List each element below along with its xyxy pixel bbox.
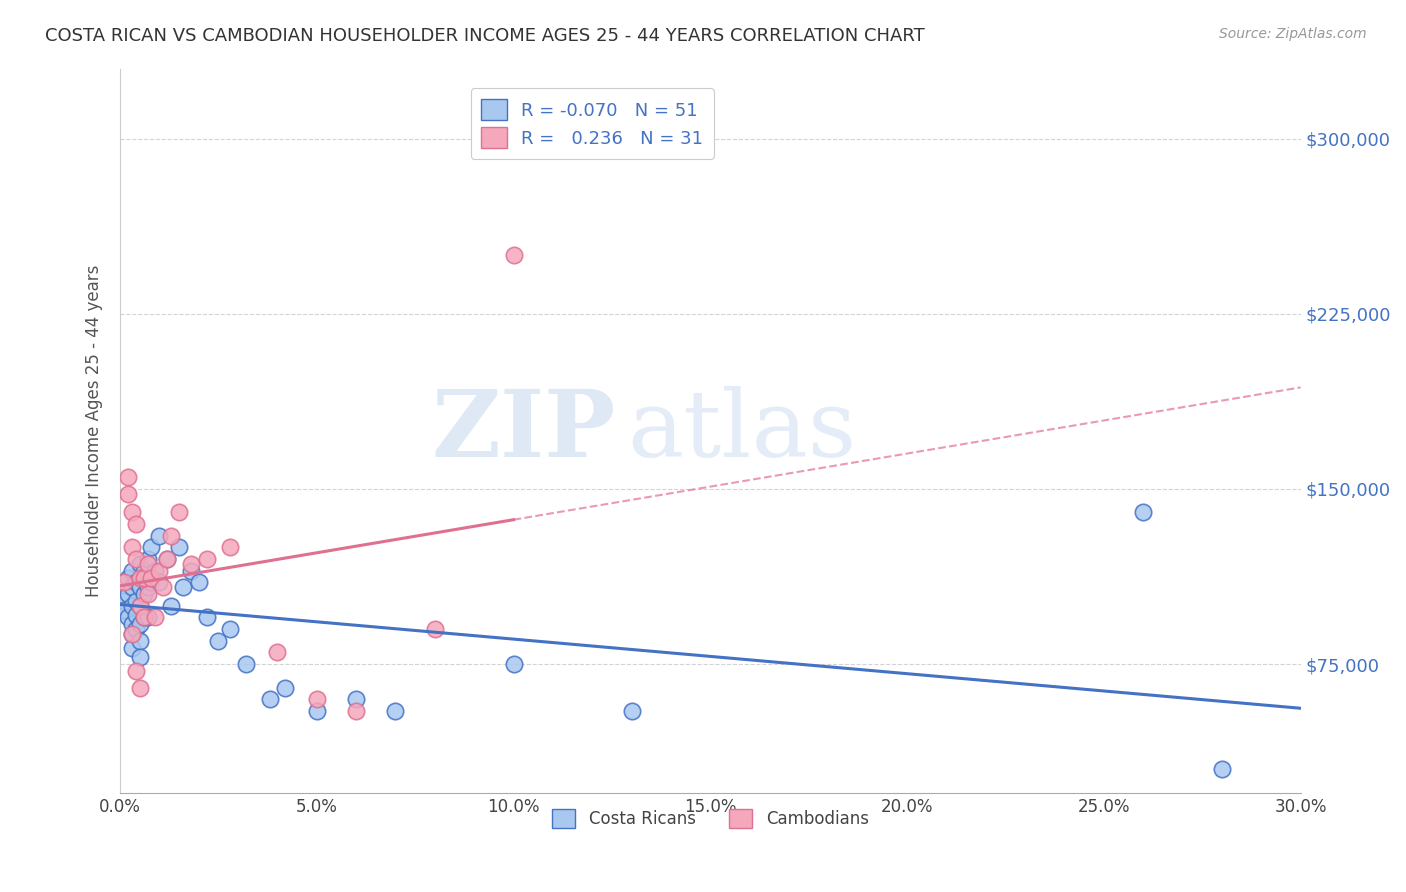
Point xyxy=(148,575,170,590)
Point xyxy=(160,599,183,613)
Point xyxy=(121,627,143,641)
Point xyxy=(620,704,643,718)
Point xyxy=(274,681,297,695)
Point xyxy=(128,557,150,571)
Point xyxy=(128,633,150,648)
Point xyxy=(195,552,218,566)
Point xyxy=(117,486,139,500)
Point xyxy=(156,552,179,566)
Point xyxy=(141,575,163,590)
Point xyxy=(121,541,143,555)
Point xyxy=(141,571,163,585)
Point xyxy=(125,608,148,623)
Point xyxy=(128,599,150,613)
Point xyxy=(136,552,159,566)
Point xyxy=(112,575,135,590)
Point xyxy=(117,610,139,624)
Point xyxy=(125,594,148,608)
Point xyxy=(219,622,242,636)
Point xyxy=(305,704,328,718)
Point xyxy=(128,681,150,695)
Point xyxy=(344,704,367,718)
Point xyxy=(1132,505,1154,519)
Point xyxy=(141,541,163,555)
Point xyxy=(180,557,202,571)
Point xyxy=(121,640,143,655)
Point xyxy=(136,610,159,624)
Point xyxy=(125,664,148,678)
Point xyxy=(172,580,194,594)
Point xyxy=(132,587,155,601)
Point xyxy=(305,692,328,706)
Point xyxy=(152,580,174,594)
Point xyxy=(121,627,143,641)
Point xyxy=(167,505,190,519)
Point xyxy=(502,248,524,262)
Point xyxy=(125,552,148,566)
Point xyxy=(136,580,159,594)
Point xyxy=(121,564,143,578)
Text: Source: ZipAtlas.com: Source: ZipAtlas.com xyxy=(1219,27,1367,41)
Point xyxy=(128,580,150,594)
Point xyxy=(117,571,139,585)
Point xyxy=(121,599,143,613)
Point xyxy=(167,541,190,555)
Point xyxy=(112,603,135,617)
Point xyxy=(344,692,367,706)
Point xyxy=(125,516,148,531)
Legend: Costa Ricans, Cambodians: Costa Ricans, Cambodians xyxy=(546,803,876,835)
Point xyxy=(121,617,143,632)
Point xyxy=(266,646,288,660)
Point xyxy=(219,541,242,555)
Point xyxy=(235,657,257,672)
Point xyxy=(156,552,179,566)
Point xyxy=(145,610,167,624)
Point xyxy=(112,594,135,608)
Point xyxy=(121,505,143,519)
Point xyxy=(160,529,183,543)
Point xyxy=(128,599,150,613)
Y-axis label: Householder Income Ages 25 - 44 years: Householder Income Ages 25 - 44 years xyxy=(86,264,103,597)
Point xyxy=(128,571,150,585)
Text: ZIP: ZIP xyxy=(432,385,616,475)
Point xyxy=(125,622,148,636)
Point xyxy=(117,470,139,484)
Point xyxy=(136,557,159,571)
Point xyxy=(207,633,229,648)
Point xyxy=(132,610,155,624)
Text: COSTA RICAN VS CAMBODIAN HOUSEHOLDER INCOME AGES 25 - 44 YEARS CORRELATION CHART: COSTA RICAN VS CAMBODIAN HOUSEHOLDER INC… xyxy=(45,27,925,45)
Point xyxy=(128,650,150,665)
Point xyxy=(121,580,143,594)
Point xyxy=(136,587,159,601)
Text: atlas: atlas xyxy=(627,385,856,475)
Point xyxy=(145,564,167,578)
Point xyxy=(117,587,139,601)
Point xyxy=(1211,762,1233,776)
Point xyxy=(148,529,170,543)
Point xyxy=(148,564,170,578)
Point xyxy=(132,571,155,585)
Point xyxy=(132,610,155,624)
Point xyxy=(187,575,209,590)
Point xyxy=(423,622,446,636)
Point xyxy=(384,704,406,718)
Point xyxy=(502,657,524,672)
Point xyxy=(132,564,155,578)
Point xyxy=(195,610,218,624)
Point xyxy=(259,692,281,706)
Point xyxy=(180,564,202,578)
Point xyxy=(128,617,150,632)
Point xyxy=(125,575,148,590)
